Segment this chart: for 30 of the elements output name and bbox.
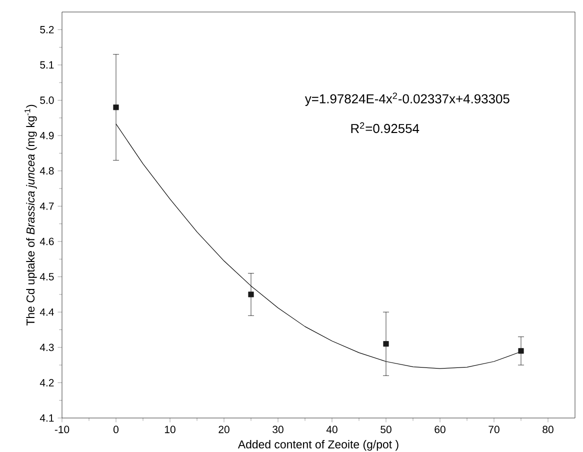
y-tick-label: 5.1 [40, 61, 54, 69]
x-tick-label: 0 [114, 426, 118, 434]
annotation: R$^{2}$=0.92554 [351, 122, 420, 134]
x-tick-label: 80 [542, 426, 554, 434]
y-axis-title: The Cd uptake of Brassica juncea (mg kg$^{-1}$) [24, 104, 37, 326]
x-tick-label: 30 [272, 426, 284, 434]
x-tick-label: 70 [488, 426, 500, 434]
y-tick-label: 4.2 [40, 379, 54, 386]
y-tick-label: 4.1 [40, 414, 54, 422]
point [383, 341, 389, 347]
y-tick-label: 4.7 [40, 202, 54, 210]
x-tick-label: -10 [54, 426, 70, 434]
y-tick-label: 4.8 [40, 167, 54, 175]
point [113, 104, 119, 110]
y-tick-label: 5.0 [40, 96, 54, 104]
y-tick-label: 4.6 [40, 238, 54, 246]
y-tick-label: 4.5 [40, 273, 54, 280]
x-tick-label: 60 [434, 426, 446, 434]
annotation: y=1.97824E-4x$^{2}$-0.02337x+4.93305 [304, 92, 510, 106]
point [518, 348, 524, 354]
y-tick-label: 4.3 [40, 344, 54, 352]
y-tick-label: 5.2 [40, 26, 54, 34]
x-tick-label: 50 [380, 426, 392, 434]
x-tick-label: 10 [164, 426, 176, 434]
y-tick-label: 4.4 [40, 308, 54, 316]
point [248, 292, 254, 298]
x-tick-label: 40 [326, 426, 338, 434]
x-axis-title: Added content of Zeoite (g/pot ) [238, 440, 398, 451]
y-tick-label: 4.9 [40, 132, 54, 140]
x-tick-label: 20 [218, 426, 230, 434]
